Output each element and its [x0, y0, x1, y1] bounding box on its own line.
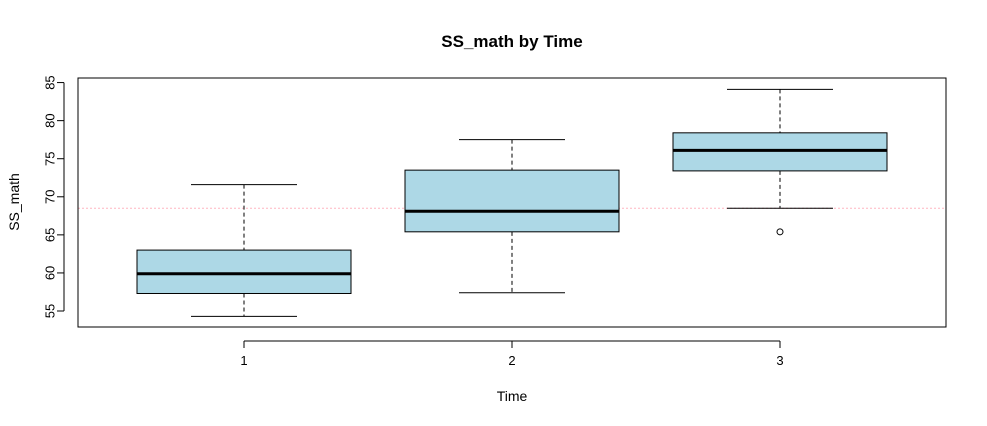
y-tick-label-55: 55 — [42, 304, 57, 318]
x-axis-label: Time — [497, 388, 528, 404]
plot-area: 55 60 65 70 75 80 85 1 2 3 — [42, 75, 946, 368]
y-tick-label-80: 80 — [42, 113, 57, 127]
y-tick-label-85: 85 — [42, 75, 57, 89]
chart-title: SS_math by Time — [441, 32, 582, 51]
plot-frame — [77, 77, 947, 328]
x-tick-label-1: 1 — [240, 353, 247, 368]
y-tick-label-60: 60 — [42, 266, 57, 280]
x-tick-label-3: 3 — [776, 353, 783, 368]
box-1 — [136, 249, 352, 294]
x-tick-label-2: 2 — [508, 353, 515, 368]
outlier-3-0 — [776, 228, 784, 236]
box-2 — [404, 169, 620, 233]
y-tick-label-75: 75 — [42, 151, 57, 165]
y-axis-label: SS_math — [6, 173, 22, 231]
box-3 — [672, 132, 888, 172]
y-tick-label-70: 70 — [42, 190, 57, 204]
y-tick-label-65: 65 — [42, 228, 57, 242]
